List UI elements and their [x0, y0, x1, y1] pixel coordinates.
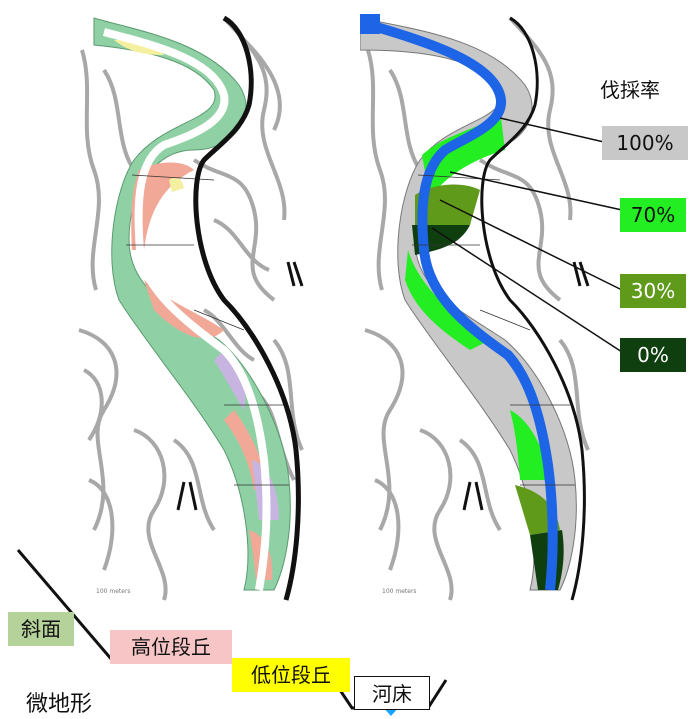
- micro-topography-label: 微地形: [26, 692, 93, 717]
- segment-lines: [126, 174, 289, 486]
- legend-item-100: 100%: [602, 126, 688, 160]
- high-terrace-zone-1: [131, 162, 194, 250]
- legend-item-0: 0%: [620, 338, 686, 372]
- leader-line-100: [499, 117, 605, 143]
- legend-title: 伐採率: [600, 78, 660, 102]
- leader-line-0: [431, 227, 623, 353]
- harvest-rate-map: 100 meters: [360, 10, 590, 605]
- term-high-terrace: 高位段丘: [110, 630, 232, 664]
- scale-bar-label: 100 meters: [382, 588, 417, 595]
- river-channel: [102, 28, 271, 591]
- legend-item-70: 70%: [620, 198, 686, 232]
- summit-marks: [176, 261, 304, 511]
- segment-lines: [412, 174, 575, 486]
- scale-bar-label: 100 meters: [96, 588, 131, 595]
- harvest-30-zone-1: [415, 184, 480, 225]
- high-terrace-zone-2: [144, 280, 224, 339]
- leader-line-70: [449, 171, 623, 211]
- micro-landform-map: 100 meters: [74, 10, 304, 605]
- low-terrace-zone-3: [114, 39, 164, 55]
- river-channel: [360, 17, 558, 591]
- term-slope: 斜面: [8, 612, 74, 646]
- term-low-terrace: 低位段丘: [232, 658, 350, 692]
- legend-leader-lines: [431, 117, 623, 353]
- contour-lines: [364, 16, 590, 601]
- harvest-70-zone-3: [510, 410, 550, 480]
- term-riverbed: 河床: [354, 676, 430, 710]
- legend-item-30: 30%: [620, 274, 686, 308]
- low-terrace-zone-4: [169, 177, 184, 192]
- harvest-rate-map-svg: [360, 14, 590, 601]
- leader-line-30: [439, 199, 623, 291]
- river-inlet: [360, 14, 380, 34]
- cliff-edge: [193, 15, 301, 601]
- micro-landform-map-svg: [78, 15, 304, 601]
